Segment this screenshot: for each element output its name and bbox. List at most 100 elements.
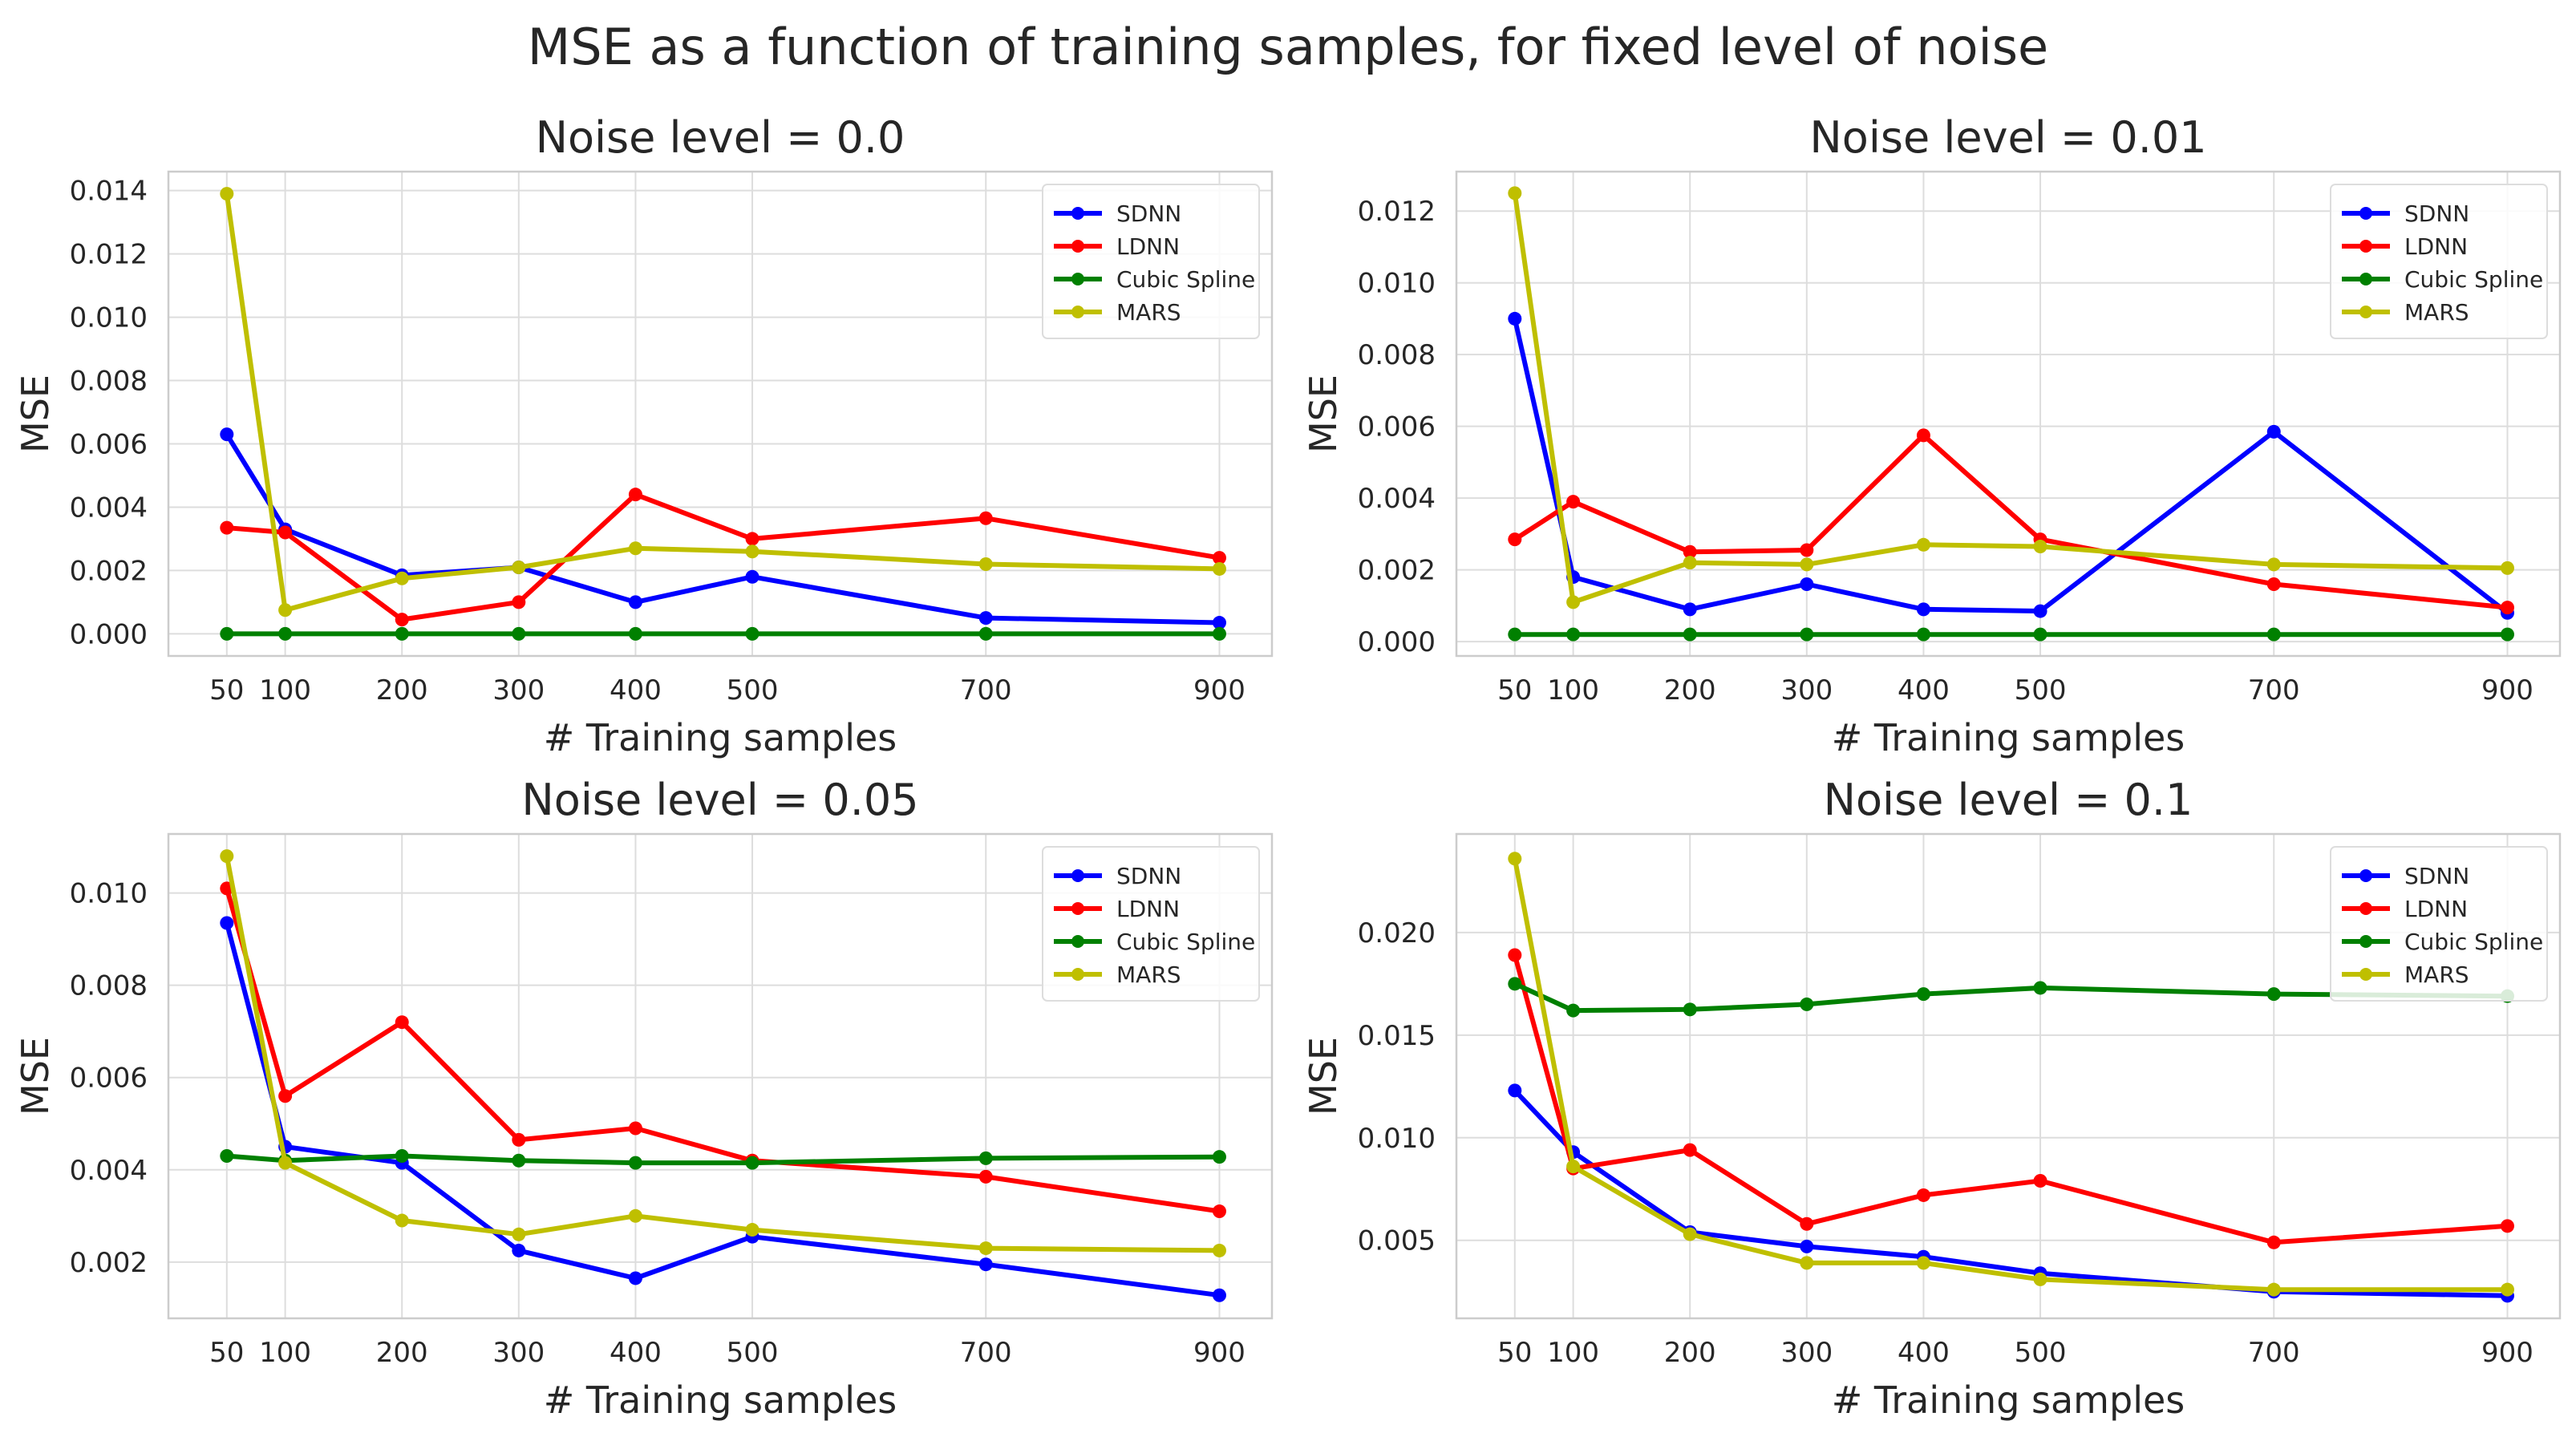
x-tick-label: 100 <box>259 674 311 706</box>
x-tick-label: 200 <box>1664 674 1716 706</box>
data-point-sdnn <box>1683 602 1697 617</box>
legend-box <box>1042 184 1260 339</box>
y-tick-label: 0.008 <box>70 366 148 398</box>
x-tick-label: 300 <box>1780 674 1833 706</box>
panel-title: Noise level = 0.0 <box>536 112 905 163</box>
data-point-cubic-spline <box>745 626 759 641</box>
data-point-mars <box>1916 1256 1930 1270</box>
x-tick-label: 50 <box>209 1337 244 1369</box>
data-point-mars <box>978 557 993 572</box>
data-point-cubic-spline <box>512 1153 526 1168</box>
legend-marker <box>1071 306 1084 318</box>
data-point-mars <box>2266 1282 2281 1297</box>
data-point-mars <box>745 1223 759 1237</box>
y-tick-label: 0.004 <box>1358 483 1436 515</box>
data-point-cubic-spline <box>1566 1003 1581 1018</box>
panel-title: Noise level = 0.05 <box>521 775 918 825</box>
data-point-sdnn <box>2266 424 2281 439</box>
data-point-sdnn <box>1916 602 1930 617</box>
plot-frame <box>1455 170 2562 658</box>
data-point-sdnn <box>2033 604 2047 618</box>
data-point-cubic-spline <box>2033 627 2047 642</box>
legend-label: LDNN <box>1116 896 1180 922</box>
y-tick-label: 0.006 <box>70 429 148 461</box>
panel-title: Noise level = 0.1 <box>1824 775 2193 825</box>
legend-label: MARS <box>1116 961 1181 988</box>
data-point-ldnn <box>278 525 293 540</box>
data-point-mars <box>2033 1272 2047 1286</box>
x-tick-label: 500 <box>727 674 779 706</box>
data-point-mars <box>395 1213 409 1228</box>
legend-marker <box>2359 935 2372 948</box>
data-point-cubic-spline <box>1508 977 1522 991</box>
data-point-ldnn <box>395 1015 409 1030</box>
legend: SDNN LDNN Cubic Spline MARS <box>2330 846 2548 1002</box>
y-tick-label: 0.015 <box>1358 1020 1436 1052</box>
x-tick-label: 100 <box>1547 1337 1599 1369</box>
legend-label: SDNN <box>2404 200 2469 227</box>
data-point-cubic-spline <box>278 626 293 641</box>
data-point-ldnn <box>978 511 993 525</box>
data-point-mars <box>278 603 293 617</box>
x-axis-label: # Training samples <box>1832 1378 2185 1422</box>
y-axis-label: MSE <box>1302 1037 1345 1115</box>
data-point-cubic-spline <box>978 626 993 641</box>
data-point-cubic-spline <box>628 626 642 641</box>
data-point-cubic-spline <box>220 1149 234 1164</box>
x-tick-label: 300 <box>1780 1337 1833 1369</box>
x-tick-label: 500 <box>2015 1337 2067 1369</box>
series-line-ldnn <box>226 492 1221 622</box>
data-point-mars <box>512 1227 526 1241</box>
y-axis-label: MSE <box>1302 374 1345 453</box>
data-point-cubic-spline <box>1800 997 1814 1011</box>
x-axis-label: # Training samples <box>544 716 897 759</box>
data-point-mars <box>1508 852 1522 866</box>
legend-label: Cubic Spline <box>2404 266 2543 293</box>
legend-marker <box>2359 968 2372 981</box>
data-point-mars <box>2500 1282 2514 1297</box>
data-point-mars <box>628 541 642 556</box>
data-point-mars <box>2266 557 2281 572</box>
x-tick-label: 50 <box>1497 674 1532 706</box>
data-point-mars <box>1212 561 1226 576</box>
data-point-ldnn <box>220 520 234 535</box>
legend: SDNN LDNN Cubic Spline MARS <box>2330 184 2548 339</box>
series-line-mars <box>224 193 1220 613</box>
data-point-ldnn <box>1683 1143 1697 1157</box>
series-line-ldnn <box>1512 954 2508 1245</box>
legend-label: MARS <box>1116 299 1181 326</box>
data-point-cubic-spline <box>395 626 409 641</box>
x-tick-label: 100 <box>1547 674 1599 706</box>
x-tick-label: 50 <box>209 674 244 706</box>
data-point-sdnn <box>628 595 642 609</box>
data-point-cubic-spline <box>1916 627 1930 642</box>
data-point-cubic-spline <box>2500 627 2514 642</box>
x-tick-label: 700 <box>960 674 1012 706</box>
series-line-sdnn <box>224 922 1220 1298</box>
chart-panel-1: 50 100 200 300 400 500 700 900 0.000 0.002 0.004 0.… <box>14 112 1274 759</box>
data-point-ldnn <box>978 1169 993 1184</box>
figure-title: MSE as a function of training samples, f… <box>527 18 2049 76</box>
legend-marker <box>2359 273 2372 285</box>
data-point-sdnn <box>978 611 993 625</box>
legend: SDNN LDNN Cubic Spline MARS <box>1042 184 1260 339</box>
data-point-ldnn <box>1916 1188 1930 1202</box>
legend-marker <box>2359 902 2372 915</box>
x-tick-label: 700 <box>2248 674 2300 706</box>
data-point-mars <box>220 187 234 201</box>
data-point-ldnn <box>1212 551 1226 565</box>
data-point-ldnn <box>1508 948 1522 962</box>
legend-label: SDNN <box>1116 200 1181 227</box>
series-line-mars <box>224 856 1220 1253</box>
y-tick-label: 0.010 <box>70 302 148 334</box>
data-point-cubic-spline <box>1566 627 1581 642</box>
y-tick-label: 0.014 <box>70 176 148 208</box>
data-point-cubic-spline <box>978 1151 993 1165</box>
series-line-ldnn <box>224 888 1220 1214</box>
data-point-cubic-spline <box>1683 1002 1697 1017</box>
legend-label: LDNN <box>2404 233 2468 260</box>
legend-marker <box>2359 240 2372 253</box>
data-point-ldnn <box>278 1089 293 1103</box>
panel-title: Noise level = 0.01 <box>1809 112 2206 163</box>
chart-panel-2: 50 100 200 300 400 500 700 900 0.000 0.002 0.004 0.… <box>1302 112 2562 759</box>
